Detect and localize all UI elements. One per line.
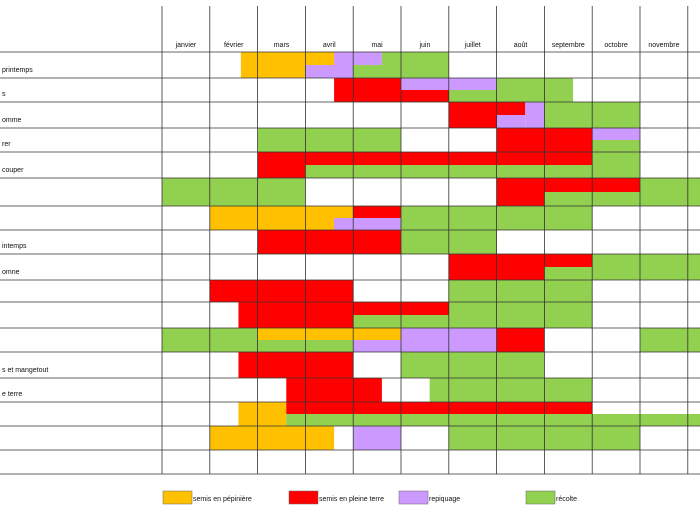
- bar-row5-1: [257, 152, 593, 165]
- bar-row13-1: [238, 352, 354, 378]
- legend-swatch-repiquage: [398, 490, 429, 505]
- bar-row6-5: [640, 178, 700, 192]
- bar-row12-4: [353, 340, 401, 352]
- bar-row7-4: [334, 218, 401, 230]
- bar-row5-4: [592, 152, 640, 165]
- bar-row8-1: [257, 230, 401, 254]
- bar-row4-4: [592, 140, 640, 152]
- bar-row6-1: [162, 178, 306, 206]
- bar-row11-4: [448, 302, 593, 328]
- bar-row15-1: [238, 402, 287, 426]
- bar-row16-1: [209, 426, 335, 450]
- legend-label-pepiniere: semis en pépinière: [193, 496, 252, 503]
- bar-row14-1: [286, 378, 382, 402]
- bar-row6-4: [544, 192, 700, 206]
- row-label-5: couper: [2, 167, 24, 174]
- bar-row7-3: [353, 206, 401, 218]
- bar-row10-2: [448, 280, 593, 302]
- bar-row1-2: [305, 52, 335, 65]
- bar-row2-6: [496, 78, 574, 90]
- legend-swatch-recolte: [525, 490, 556, 505]
- row-label-9: omne: [2, 269, 20, 276]
- bar-row7-1: [209, 206, 354, 230]
- grid-layer: [0, 6, 700, 475]
- month-label-5: mai: [371, 42, 383, 49]
- bar-row9-3: [544, 267, 700, 280]
- row-label-3: omme: [2, 117, 22, 124]
- legend-swatch-pepiniere: [162, 490, 193, 505]
- bar-row4-3: [592, 128, 640, 140]
- month-label-8: août: [514, 42, 528, 49]
- month-label-3: mars: [274, 42, 290, 49]
- bar-row3-4: [525, 102, 545, 128]
- labels-layer: janvier février mars avril mai juin juillet aoû…: [2, 42, 680, 398]
- legend-label-repiquage: repiquage: [429, 496, 460, 503]
- bar-row11-2: [238, 315, 354, 328]
- bar-row4-1: [257, 128, 401, 152]
- bar-row1-6: [381, 52, 449, 65]
- bar-row3-2: [496, 102, 526, 115]
- bar-row6-2: [496, 178, 545, 206]
- row-label-4: rer: [2, 141, 11, 148]
- legend-item-repiquage: repiquage: [398, 490, 460, 505]
- bar-row9-4: [592, 254, 700, 267]
- bar-row9-1: [448, 254, 593, 267]
- month-label-7: juillet: [464, 42, 481, 49]
- bar-row1-3: [305, 65, 354, 78]
- bar-row16-2: [353, 426, 401, 450]
- month-label-4: avril: [323, 42, 336, 49]
- bar-row2-3: [401, 90, 449, 102]
- bar-row2-4: [448, 78, 497, 90]
- bar-row12-7: [640, 328, 700, 352]
- bar-row15-2: [286, 402, 593, 414]
- bar-row15-3: [286, 414, 700, 426]
- legend-item-pepiniere: semis en pépinière: [162, 490, 252, 505]
- month-label-10: octobre: [604, 42, 627, 49]
- bar-row13-2: [401, 352, 545, 378]
- month-label-2: février: [224, 42, 244, 49]
- bar-row2-5: [448, 90, 574, 102]
- bar-row2-2: [401, 78, 449, 90]
- month-label-1: janvier: [175, 42, 197, 49]
- legend-label-pleine_terre: semis en pleine terre: [319, 496, 384, 503]
- bar-row1-4: [334, 52, 382, 65]
- bar-row5-2: [257, 165, 306, 178]
- row-label-2: s: [2, 91, 6, 98]
- bar-row5-3: [305, 165, 640, 178]
- bar-row12-2: [257, 328, 401, 340]
- bar-row3-3: [496, 115, 526, 128]
- row-label-8: intemps: [2, 243, 27, 250]
- bar-row12-6: [496, 328, 545, 352]
- bar-row10-1: [209, 280, 354, 302]
- month-label-6: juin: [418, 42, 430, 49]
- bar-row2-1: [334, 78, 401, 102]
- bar-row11-1: [238, 302, 449, 315]
- bars-layer: [162, 52, 700, 450]
- row-label-14: e terre: [2, 391, 22, 398]
- bar-row14-2: [429, 378, 593, 402]
- month-label-9: septembre: [552, 42, 585, 49]
- legend-item-recolte: récolte: [525, 490, 577, 505]
- legend-item-pleine_terre: semis en pleine terre: [288, 490, 384, 505]
- row-label-13: s et mangetout: [2, 367, 48, 374]
- legend-label-recolte: récolte: [556, 496, 577, 503]
- bar-row1-1: [240, 52, 306, 78]
- row-label-1: printemps: [2, 67, 33, 74]
- legend-layer: semis en pépinière semis en pleine terre r…: [162, 490, 577, 505]
- legend-swatch-pleine_terre: [288, 490, 319, 505]
- month-label-11: novembre: [648, 42, 679, 49]
- bar-row3-1: [448, 102, 497, 128]
